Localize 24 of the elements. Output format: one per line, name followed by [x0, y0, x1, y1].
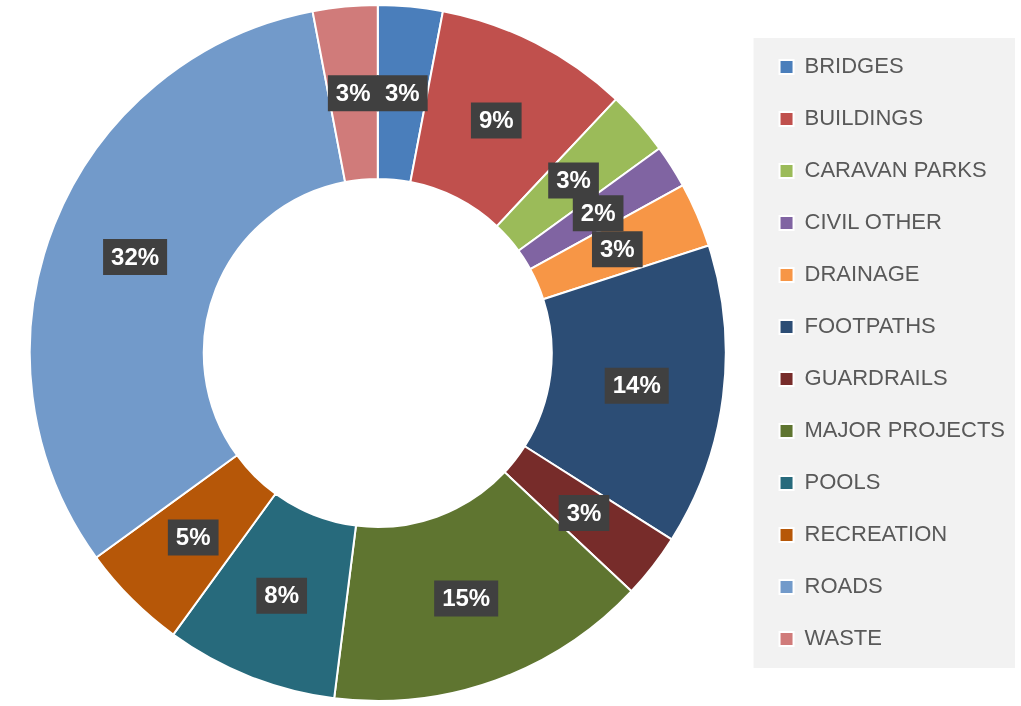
data-label: 3% [599, 234, 635, 262]
legend-label: WASTE [804, 625, 882, 651]
legend-label: POOLS [804, 469, 881, 495]
legend-label: DRAINAGE [804, 261, 920, 287]
data-label: 9% [478, 106, 514, 134]
data-label: 2% [580, 198, 616, 226]
data-label: 15% [442, 584, 491, 612]
data-label: 5% [175, 523, 211, 551]
data-label: 32% [111, 242, 160, 270]
data-label: 3% [566, 498, 602, 526]
legend-label: ROADS [804, 573, 883, 599]
legend-label: RECREATION [804, 521, 948, 547]
data-label: 3% [335, 78, 371, 106]
data-label: 3% [384, 78, 420, 106]
legend-label: CARAVAN PARKS [804, 157, 987, 183]
legend-label: FOOTPATHS [804, 313, 936, 339]
legend-label: BUILDINGS [804, 105, 924, 131]
legend-label: MAJOR PROJECTS [804, 417, 1006, 443]
data-label: 3% [556, 166, 591, 194]
data-label: 14% [612, 371, 661, 399]
legend-label: GUARDRAILS [804, 365, 948, 391]
legend-label: BRIDGES [804, 53, 904, 79]
legend-label: CIVIL OTHER [804, 209, 942, 235]
data-label: 8% [264, 581, 300, 609]
